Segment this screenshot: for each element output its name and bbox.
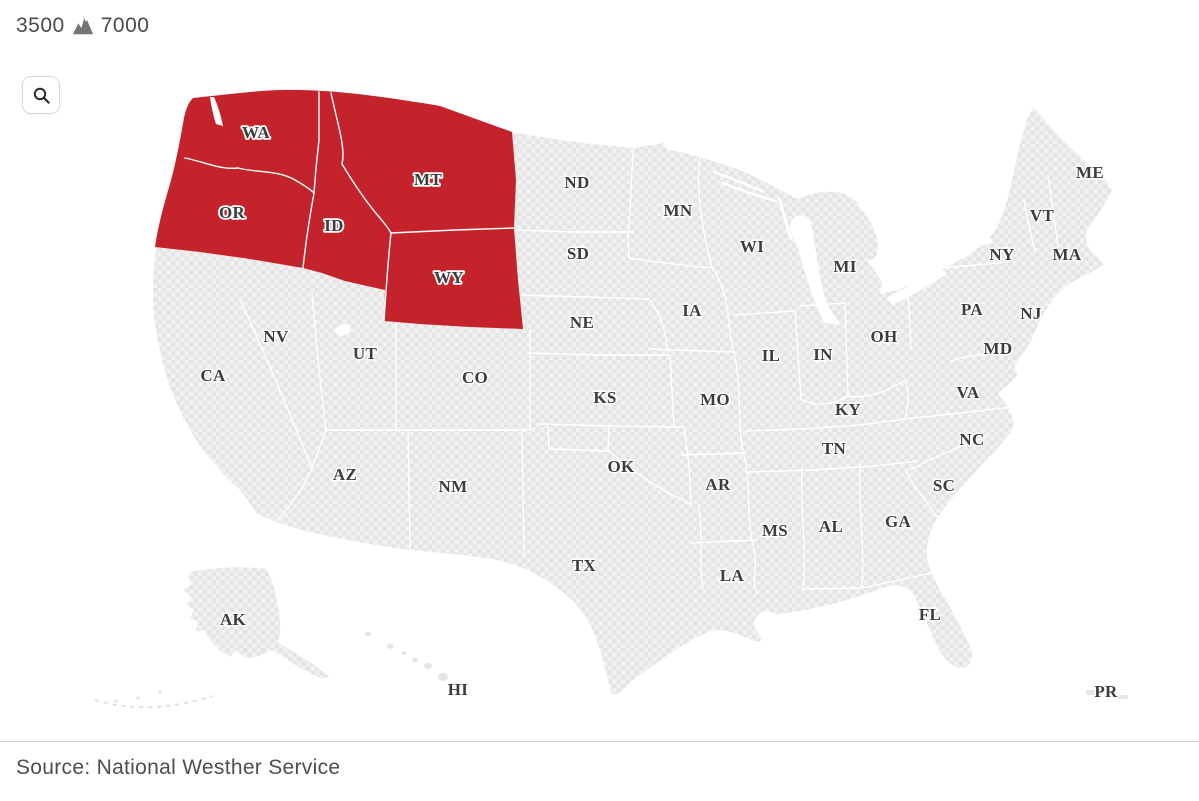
state-label-wi[interactable]: WI: [738, 235, 765, 257]
state-label-tn[interactable]: TN: [820, 437, 847, 459]
state-label-ky[interactable]: KY: [833, 398, 862, 420]
alaska-shape[interactable]: [94, 567, 330, 709]
search-button[interactable]: [22, 76, 60, 114]
state-label-id[interactable]: ID: [323, 214, 346, 237]
state-label-nj[interactable]: NJ: [1019, 302, 1043, 324]
state-label-ia[interactable]: IA: [681, 299, 704, 321]
footer-divider: [0, 741, 1199, 742]
state-label-fl[interactable]: FL: [917, 603, 942, 625]
state-label-in[interactable]: IN: [812, 343, 835, 365]
state-label-ms[interactable]: MS: [760, 519, 789, 541]
hawaii-islands[interactable]: [364, 631, 448, 681]
state-label-sd[interactable]: SD: [565, 242, 590, 264]
state-label-hi[interactable]: HI: [446, 678, 469, 700]
state-label-wa[interactable]: WA: [240, 121, 272, 144]
state-label-vt[interactable]: VT: [1028, 204, 1055, 226]
state-label-ne[interactable]: NE: [568, 311, 595, 333]
state-label-ma[interactable]: MA: [1051, 243, 1083, 265]
range-start-value: 3500: [16, 14, 65, 37]
state-labels: WA MT ME ND MN OR ID VT SD WI NY MA MI WY PA NJ IA NE OH NV…: [199, 121, 1119, 702]
state-label-mn[interactable]: MN: [662, 199, 694, 221]
state-label-pa[interactable]: PA: [960, 298, 985, 320]
state-label-or[interactable]: OR: [217, 201, 247, 224]
search-icon: [33, 87, 50, 104]
state-label-co[interactable]: CO: [460, 366, 489, 388]
state-label-ok[interactable]: OK: [606, 455, 636, 477]
puerto-rico-shape[interactable]: [1086, 690, 1128, 699]
state-label-ak[interactable]: AK: [218, 608, 247, 630]
highlighted-region-borders: [184, 91, 515, 322]
state-borders: [239, 147, 1059, 595]
state-label-md[interactable]: MD: [982, 337, 1014, 359]
state-label-az[interactable]: AZ: [331, 463, 358, 485]
lake-superior-slivers: [712, 170, 793, 241]
state-label-ks[interactable]: KS: [592, 386, 618, 408]
state-label-mi[interactable]: MI: [832, 255, 858, 277]
state-label-oh[interactable]: OH: [869, 325, 899, 347]
state-label-wy[interactable]: WY: [432, 266, 465, 289]
state-label-mo[interactable]: MO: [699, 388, 732, 410]
elevation-range-title: 3500 7000: [16, 14, 149, 38]
state-label-ut[interactable]: UT: [351, 342, 378, 364]
aleutian-islands-arc: [94, 695, 213, 709]
range-end-value: 7000: [100, 14, 150, 37]
state-label-al[interactable]: AL: [817, 515, 844, 537]
state-label-nc[interactable]: NC: [958, 428, 986, 450]
state-label-nm[interactable]: NM: [437, 475, 469, 497]
state-label-mt[interactable]: MT: [412, 168, 444, 191]
state-label-ar[interactable]: AR: [704, 473, 732, 495]
state-label-va[interactable]: VA: [955, 381, 981, 403]
state-label-tx[interactable]: TX: [570, 554, 597, 576]
state-label-ga[interactable]: GA: [883, 510, 912, 532]
state-label-nv[interactable]: NV: [262, 325, 290, 347]
state-label-la[interactable]: LA: [718, 564, 745, 586]
state-label-ca[interactable]: CA: [199, 364, 227, 386]
state-label-me[interactable]: ME: [1075, 161, 1106, 183]
great-lakes: [210, 97, 993, 336]
state-label-sc[interactable]: SC: [931, 474, 956, 496]
state-label-ny[interactable]: NY: [988, 243, 1016, 265]
state-label-pr[interactable]: PR: [1093, 680, 1119, 702]
state-label-nd[interactable]: ND: [563, 171, 591, 193]
highlighted-region-northwest[interactable]: [155, 89, 523, 329]
state-label-il[interactable]: IL: [760, 344, 781, 366]
mountain-icon: [72, 17, 93, 35]
source-attribution: Source: National Westher Service: [16, 756, 341, 779]
